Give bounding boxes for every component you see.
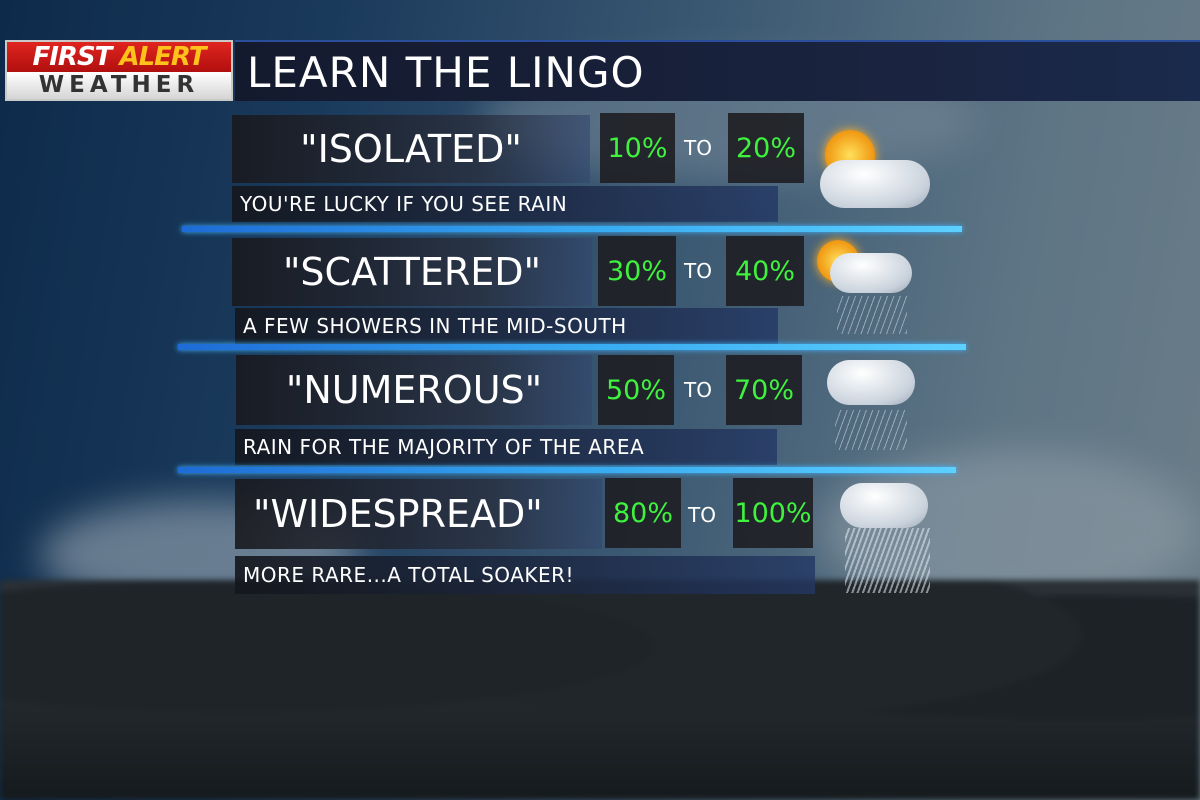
- tree-silhouette: [0, 580, 1200, 800]
- description: A FEW SHOWERS IN THE MID-SOUTH: [235, 308, 778, 344]
- high-percent: 20%: [728, 113, 804, 183]
- first-alert-weather-logo: FIRST ALERT WEATHER: [5, 40, 233, 101]
- divider-line: [178, 467, 956, 473]
- description: YOU'RE LUCKY IF YOU SEE RAIN: [232, 186, 778, 222]
- term-numerous: "NUMEROUS": [236, 355, 592, 425]
- high-percent: 40%: [726, 236, 804, 306]
- sun-cloud-rain-icon: [815, 238, 915, 338]
- low-percent: 30%: [598, 236, 676, 306]
- to-label: TO: [688, 503, 716, 527]
- high-percent: 70%: [726, 355, 802, 425]
- divider-line: [178, 344, 966, 350]
- high-percent: 100%: [733, 478, 813, 548]
- cloud-rain-icon: [825, 355, 920, 455]
- to-label: TO: [684, 259, 712, 283]
- logo-alert: ALERT: [119, 42, 206, 72]
- page-title: LEARN THE LINGO: [247, 48, 645, 97]
- description: RAIN FOR THE MAJORITY OF THE AREA: [235, 429, 777, 465]
- divider-line: [182, 226, 962, 232]
- low-percent: 80%: [605, 478, 681, 548]
- term-widespread: "WIDESPREAD": [235, 479, 602, 549]
- cloud-heavy-rain-icon: [835, 478, 935, 598]
- low-percent: 10%: [600, 113, 675, 183]
- description: MORE RARE...A TOTAL SOAKER!: [235, 556, 815, 594]
- to-label: TO: [684, 378, 712, 402]
- term-scattered: "SCATTERED": [232, 238, 592, 306]
- low-percent: 50%: [598, 355, 674, 425]
- term-isolated: "ISOLATED": [232, 115, 590, 183]
- sun-cloud-icon: [815, 125, 935, 210]
- logo-weather: WEATHER: [7, 72, 231, 99]
- title-bar: LEARN THE LINGO: [235, 40, 1200, 101]
- to-label: TO: [684, 136, 712, 160]
- logo-first: FIRST: [32, 42, 112, 72]
